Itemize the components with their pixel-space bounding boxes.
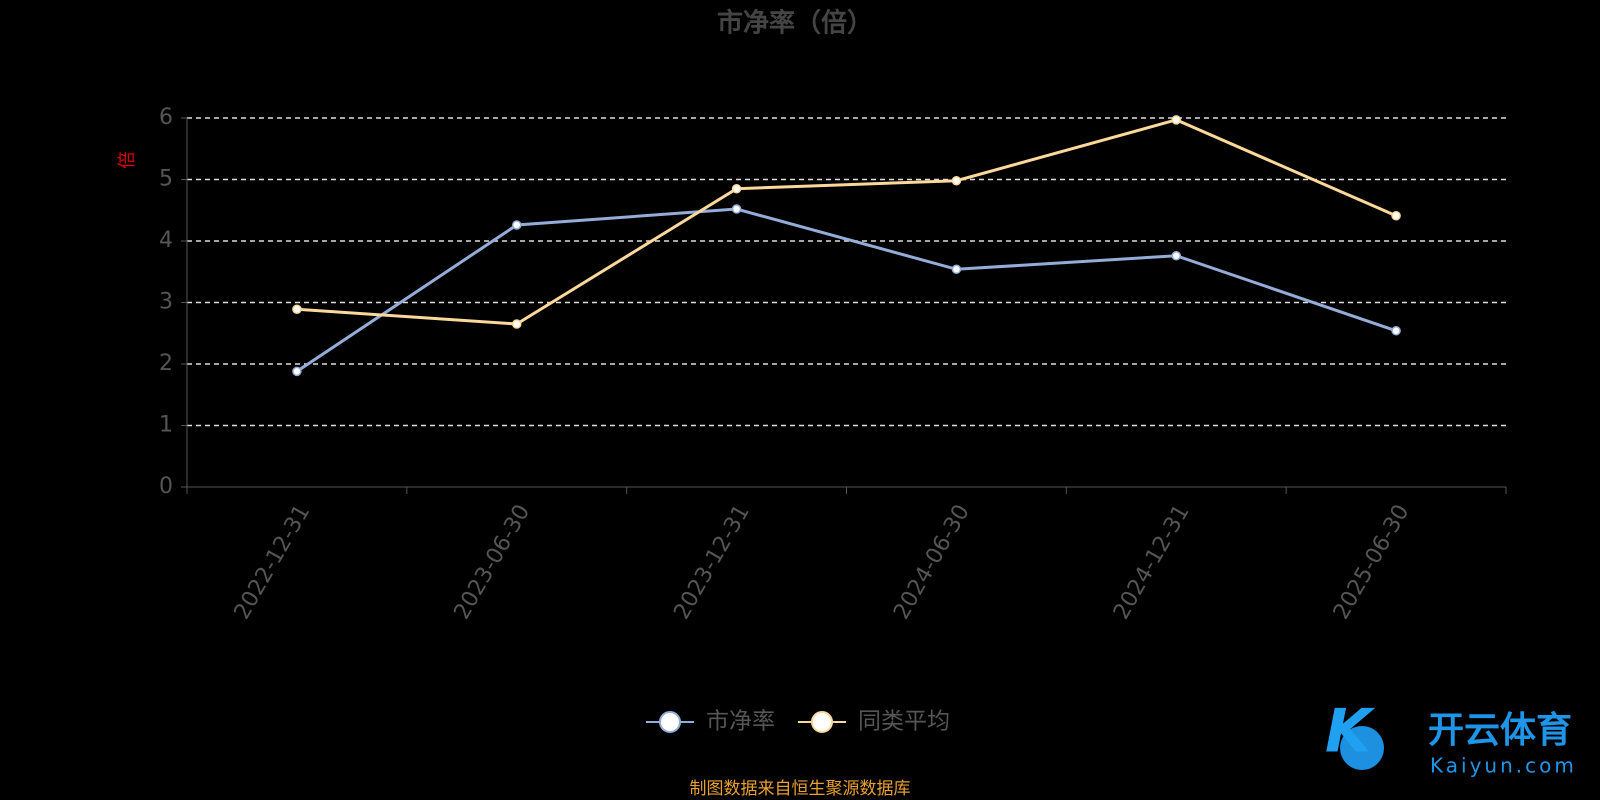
legend-marker	[811, 711, 833, 733]
point	[1391, 326, 1401, 336]
point	[1391, 211, 1401, 221]
legend-label: 同类平均	[858, 709, 950, 735]
point	[731, 204, 742, 214]
point	[731, 183, 742, 194]
legend-marker	[659, 711, 681, 733]
source-note: 制图数据来自恒生聚源数据库	[690, 779, 911, 799]
point	[512, 220, 522, 230]
logo-k: K	[1325, 697, 1376, 767]
point	[1171, 251, 1181, 261]
watermark-site: Kaiyun.com	[1430, 754, 1577, 778]
point	[292, 304, 302, 315]
y-tick-label: 0	[159, 474, 173, 499]
series-line	[296, 118, 1397, 326]
watermark: K 开云体育 Kaiyun.com	[1325, 697, 1577, 778]
y-tick-label: 6	[159, 105, 173, 130]
y-tick-label: 2	[159, 351, 173, 376]
y-tick-label: 4	[159, 228, 173, 253]
chart-title: 市净率（倍）	[717, 8, 873, 39]
point	[951, 264, 962, 275]
logo-ball	[1340, 726, 1384, 770]
y-tick-label: 5	[159, 167, 173, 192]
point	[512, 319, 522, 329]
y-axis-label: 倍	[117, 151, 138, 169]
point	[292, 366, 302, 377]
y-tick-label: 1	[159, 413, 173, 438]
point	[951, 175, 962, 186]
legend-label: 市净率	[706, 709, 775, 735]
point	[1171, 115, 1181, 125]
watermark-brand: 开云体育	[1428, 710, 1572, 751]
series-line	[296, 207, 1397, 373]
y-tick-label: 3	[159, 290, 173, 315]
